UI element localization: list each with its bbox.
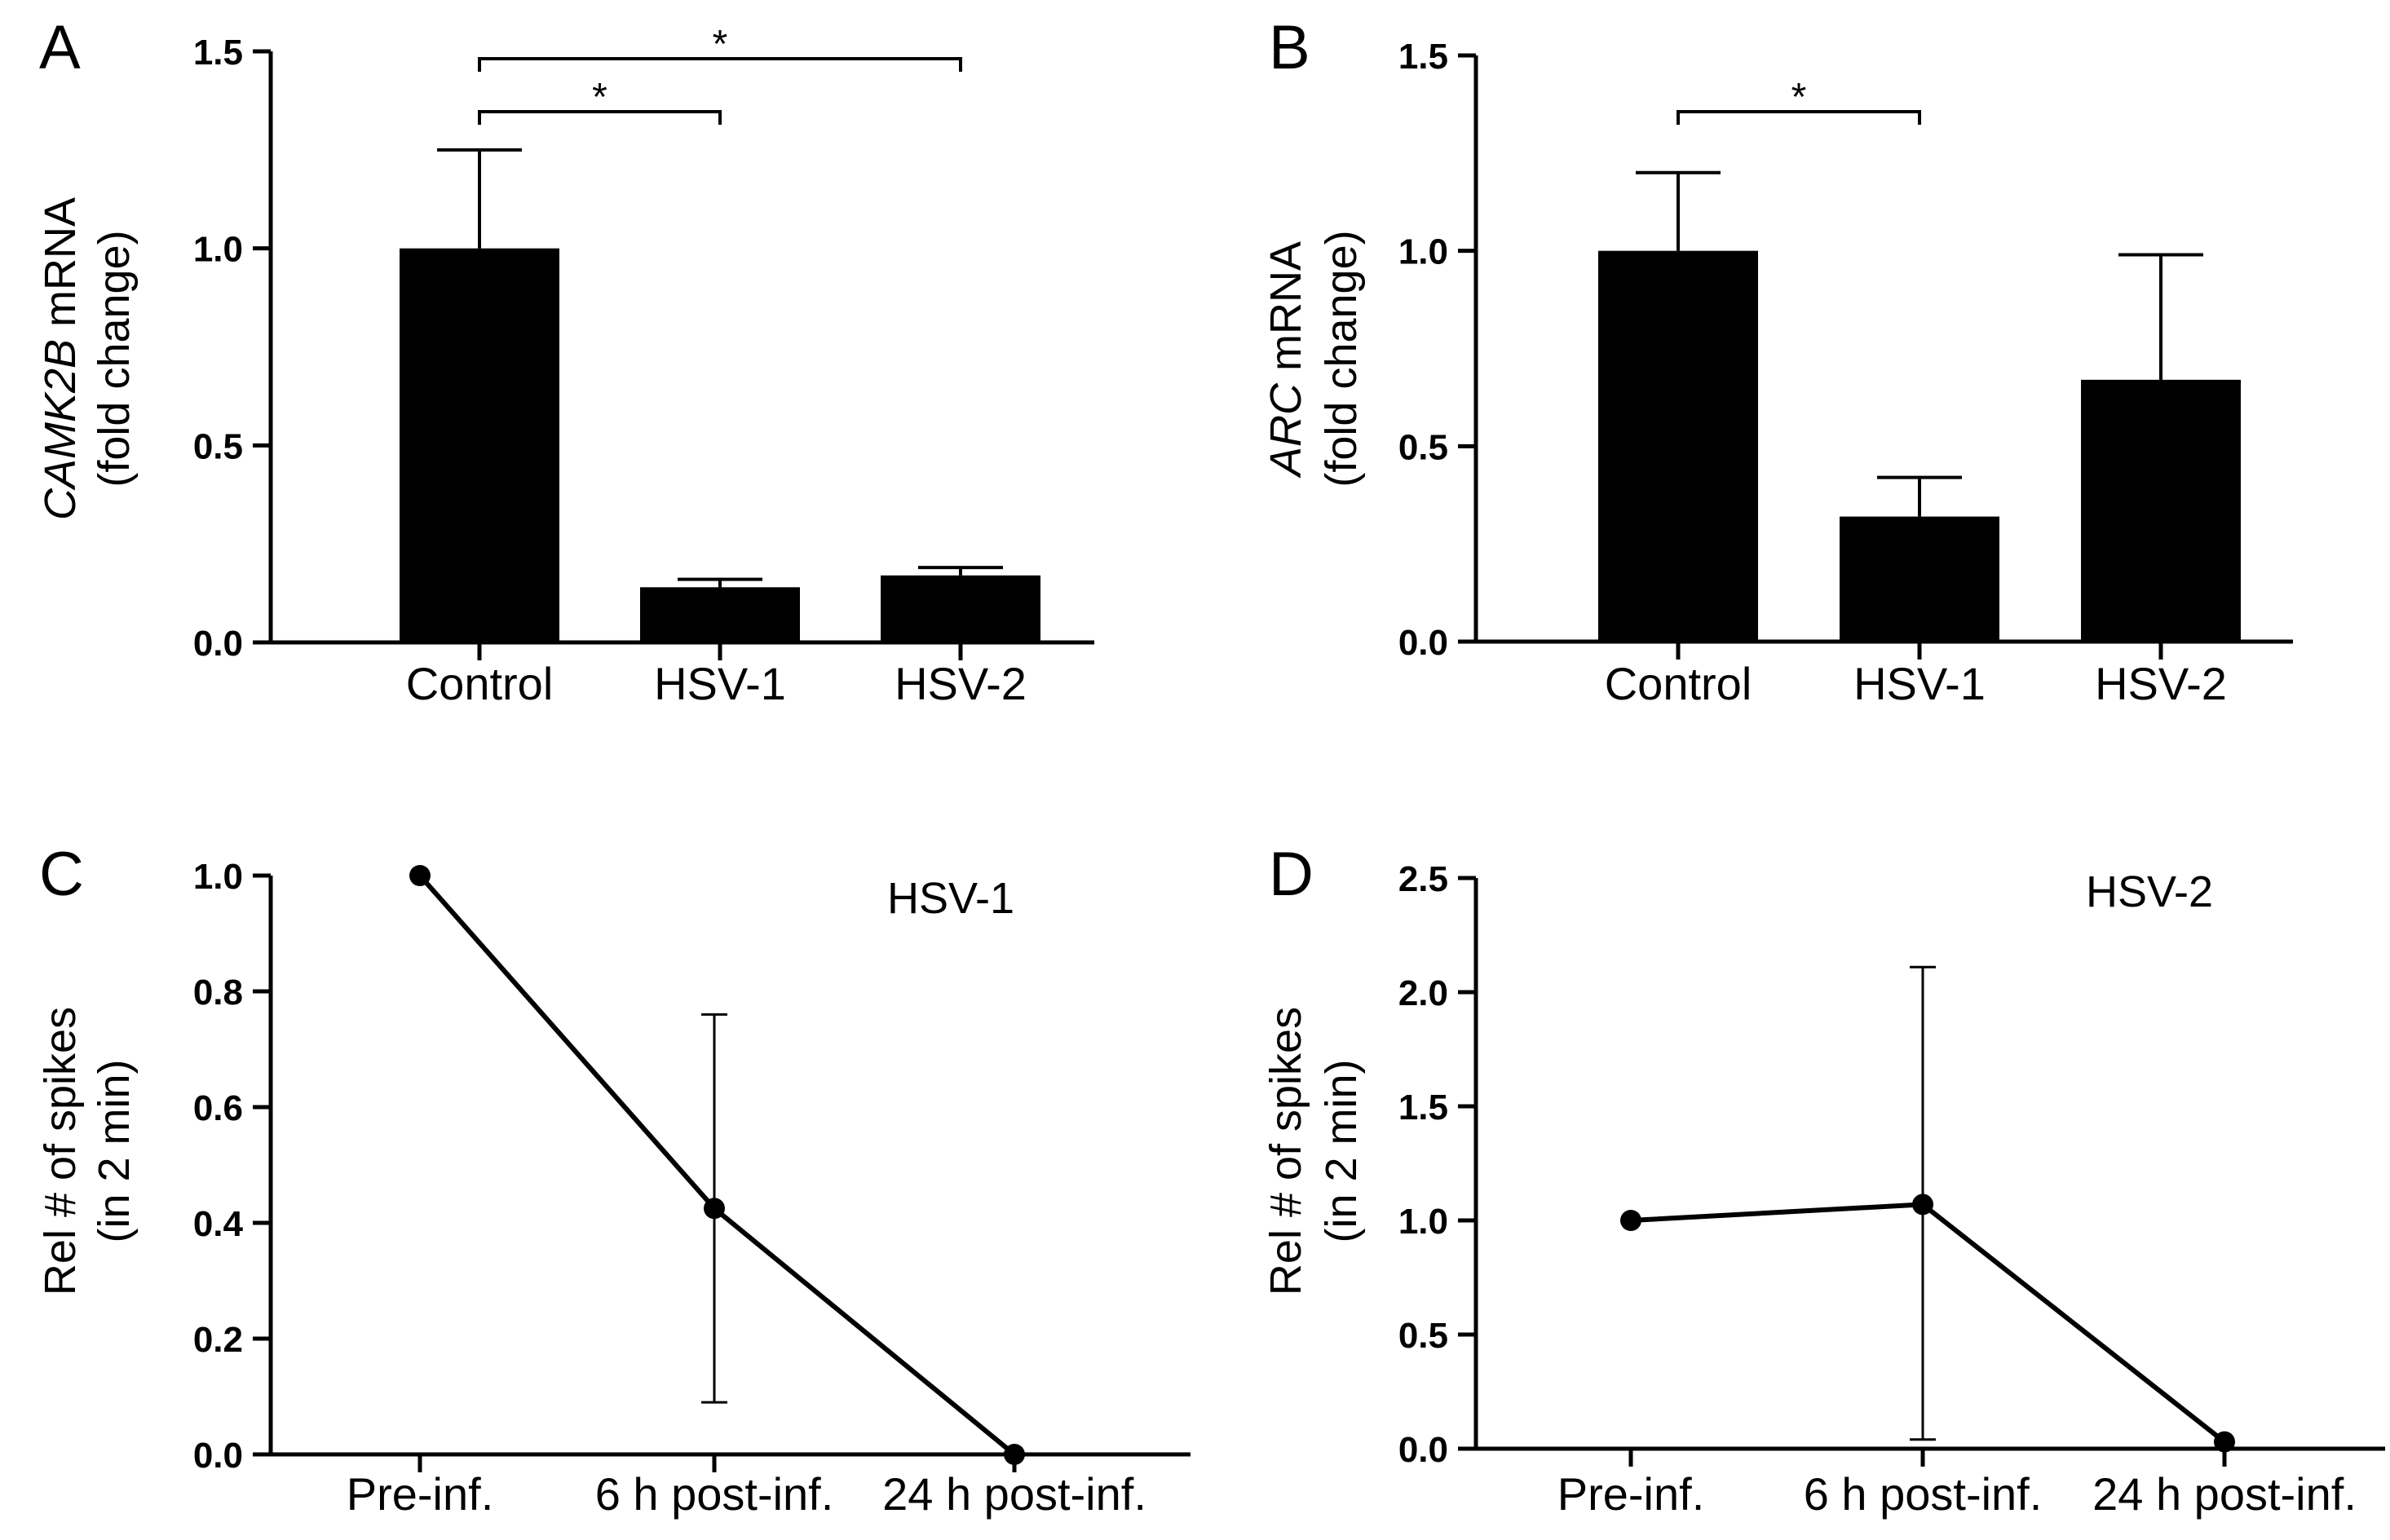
y-axis-gene-a: CAMK2B [36, 339, 85, 520]
bar-b [2081, 379, 2241, 642]
data-point-d [1620, 1210, 1641, 1231]
data-point-d [2214, 1431, 2235, 1453]
y-tick-label-b: 1.0 [1398, 232, 1448, 272]
y-tick-label-a: 0.0 [193, 624, 243, 664]
y-tick-label-a: 1.0 [193, 230, 243, 270]
panel-b: B ARC mRNA (fold change) 0.0 0.5 1.0 1.5 Con… [1261, 13, 2293, 709]
x-category-label-c: Pre-inf. [347, 1468, 494, 1520]
x-category-label-c: 6 h post-inf. [595, 1468, 834, 1520]
x-category-label-b: Control [1605, 658, 1752, 709]
y-axis-unit-a: mRNA [36, 197, 85, 339]
bar-b [1598, 250, 1758, 642]
y-tick-label-b: 0.5 [1398, 427, 1448, 467]
y-axis-label-line2-c: (in 2 min) [90, 1059, 139, 1242]
significance-bracket-b [1677, 110, 1921, 125]
significance-marker-a: * [713, 23, 728, 66]
y-axis-gene-b: ARC [1261, 382, 1310, 479]
y-axis-unit-b: mRNA [1261, 241, 1310, 383]
y-axis-label-c: Rel # of spikes [36, 1007, 85, 1295]
panel-d: D HSV-2 Rel # of spikes (in 2 min) 0.0 0.… [1261, 840, 2385, 1520]
significance-bracket-a [478, 57, 962, 72]
series-line-d [1630, 1202, 2226, 1444]
series-annotation-d: HSV-2 [2086, 867, 2213, 916]
panel-a: A CAMK2B mRNA (fold change) 0.0 0.5 1.0 1.5… [36, 13, 1094, 709]
data-point-c [704, 1198, 725, 1220]
bar-a [400, 248, 559, 642]
significance-marker-b: * [1791, 76, 1807, 119]
series-line-c [417, 874, 1016, 1457]
panel-letter-a: A [39, 13, 81, 82]
y-tick-label-c: 0.6 [193, 1088, 243, 1128]
series-annotation-c: HSV-1 [887, 874, 1014, 923]
y-tick-label-c: 0.0 [193, 1436, 243, 1476]
x-category-label-a: HSV-1 [654, 658, 786, 709]
x-category-label-a: Control [406, 658, 554, 709]
y-tick-label-d: 1.0 [1398, 1202, 1448, 1242]
x-category-label-d: 6 h post-inf. [1804, 1468, 2043, 1520]
y-axis-label-line2-d: (in 2 min) [1317, 1059, 1366, 1242]
y-tick-label-c: 0.8 [193, 973, 243, 1013]
y-axis-label-a: CAMK2B mRNA [36, 197, 85, 520]
y-tick-label-a: 1.5 [193, 33, 243, 73]
data-point-c [1004, 1444, 1025, 1465]
y-tick-label-a: 0.5 [193, 426, 243, 466]
y-tick-label-d: 1.5 [1398, 1088, 1448, 1127]
y-axis-label-d: Rel # of spikes [1261, 1007, 1310, 1295]
y-axis-label-line2-b: (fold change) [1317, 230, 1366, 487]
x-category-label-a: HSV-2 [895, 658, 1027, 709]
y-tick-label-c: 0.2 [193, 1320, 243, 1360]
panel-c: C HSV-1 Rel # of spikes (in 2 min) 0.0 0.… [36, 840, 1191, 1520]
x-category-label-d: Pre-inf. [1557, 1468, 1705, 1520]
bar-a [640, 587, 800, 642]
panel-letter-c: C [39, 840, 84, 909]
x-category-label-b: HSV-1 [1853, 658, 1986, 709]
y-tick-label-c: 1.0 [193, 857, 243, 897]
y-tick-label-b: 0.0 [1398, 623, 1448, 663]
y-tick-label-d: 2.5 [1398, 859, 1448, 899]
y-axis-label-line2-a: (fold change) [90, 230, 139, 487]
x-category-label-c: 24 h post-inf. [882, 1468, 1146, 1520]
panel-letter-d: D [1269, 840, 1314, 909]
y-tick-label-d: 2.0 [1398, 973, 1448, 1013]
y-axis-label-b: ARC mRNA [1261, 241, 1310, 479]
y-tick-label-d: 0.0 [1398, 1430, 1448, 1470]
x-category-label-d: 24 h post-inf. [2092, 1468, 2357, 1520]
y-tick-label-b: 1.5 [1398, 37, 1448, 77]
y-tick-label-c: 0.4 [193, 1204, 244, 1244]
y-tick-label-d: 0.5 [1398, 1316, 1448, 1356]
significance-bracket-a [478, 110, 722, 125]
data-point-d [1912, 1194, 1933, 1216]
panel-letter-b: B [1269, 13, 1310, 82]
x-category-label-b: HSV-2 [2095, 658, 2227, 709]
bar-a [881, 575, 1040, 642]
significance-marker-a: * [592, 76, 607, 119]
bar-b [1840, 516, 1999, 642]
data-point-c [409, 865, 431, 886]
